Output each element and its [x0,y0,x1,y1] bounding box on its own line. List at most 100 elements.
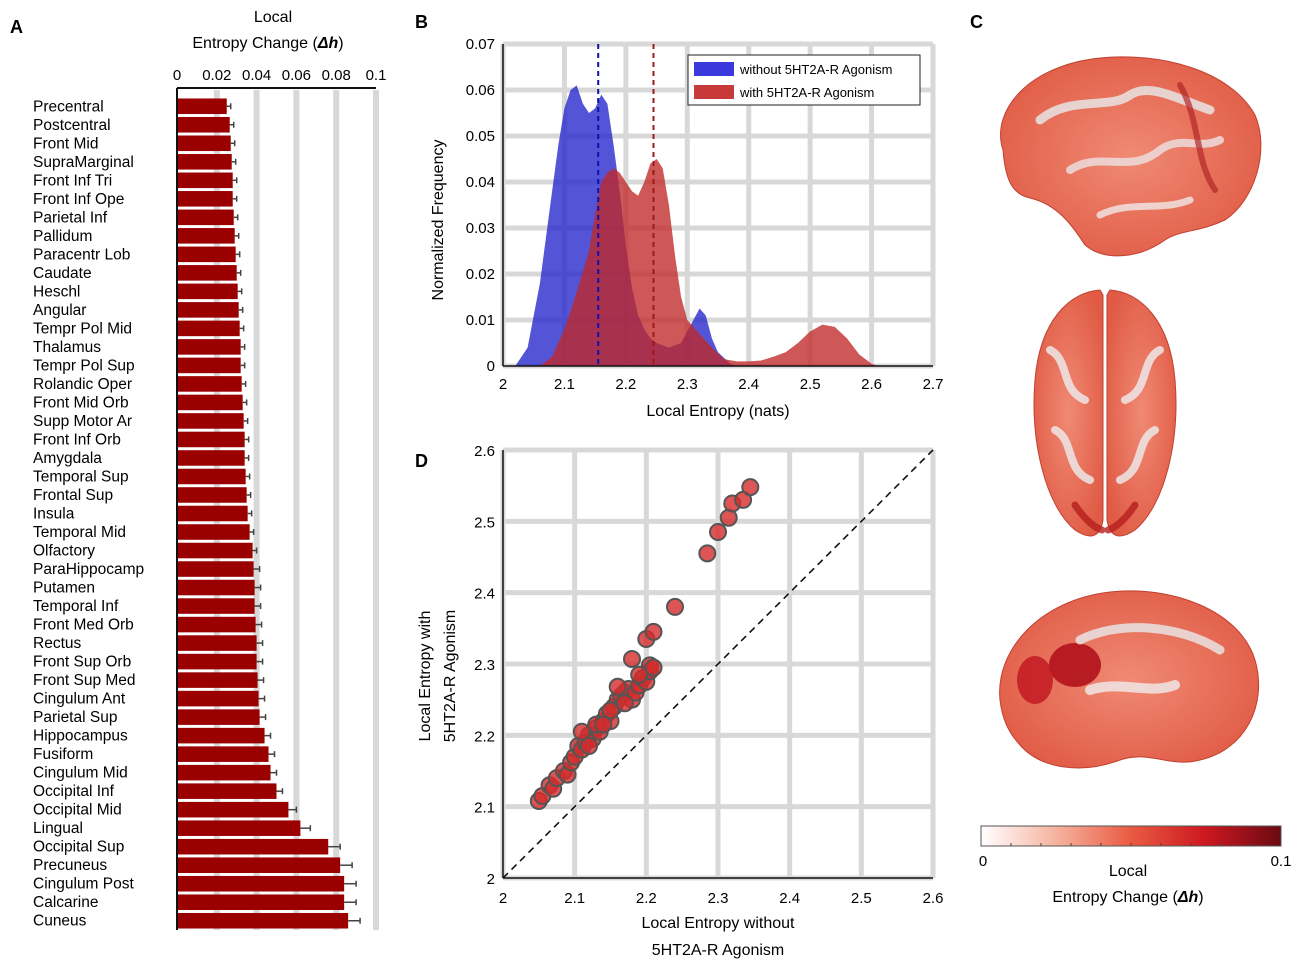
panel-label-b: B [415,12,428,32]
bar [177,579,255,596]
density-area-with [539,159,878,366]
region-label: Front Inf Orb [33,431,121,448]
identity-line [502,449,934,879]
panel-label-a: A [10,17,23,37]
bar [177,209,234,226]
scatter-point [580,737,598,755]
panel-a-title-line1: Local [254,9,292,26]
region-label: Parietal Sup [33,709,117,726]
region-label: Supp Motor Ar [33,413,132,430]
panel-a-x-tick-label: 0.06 [282,67,311,84]
panel-b-y-tick-label: 0.01 [466,312,495,329]
bar [177,616,256,633]
bar [177,857,341,873]
panel-label-d: D [415,451,428,471]
bar [177,116,230,133]
bar [177,320,240,337]
region-label: Cingulum Ant [33,691,126,708]
panel-b-y-tick-label: 0.04 [466,174,495,191]
bar [177,783,277,799]
bar [177,468,246,485]
bar [177,302,239,318]
panel-b-x-tick-label: 2.1 [554,376,575,393]
panel-b-x-label: Local Entropy (nats) [646,403,789,420]
bar [177,357,241,374]
colorbar-min-label: 0 [979,853,987,870]
panel-a-title-line2: Entropy Change (Δh) [192,35,343,52]
bar [177,690,259,707]
bar [177,561,254,577]
region-label: Temporal Sup [33,468,129,485]
legend-label-with: with 5HT2A-R Agonism [739,85,874,100]
region-label: Precuneus [33,857,107,874]
region-label: Pallidum [33,228,92,245]
legend-swatch-blue [694,62,734,76]
region-label: Front Med Orb [33,617,134,634]
panel-a-x-tick-label: 0.04 [242,67,271,84]
panel-c-brain-maps: 0 0.1 Local Entropy Change (Δh) [979,56,1291,906]
region-label: Occipital Inf [33,783,115,800]
scatter-point [644,622,663,641]
panel-b-x-tick-label: 2.3 [677,376,698,393]
region-label: Cuneus [33,913,87,930]
panel-b-x-tick-label: 2.2 [615,376,636,393]
region-label: Occipital Mid [33,802,122,819]
region-label: Caudate [33,265,92,282]
bar [177,672,258,688]
panel-b-legend: without 5HT2A-R Agonism with 5HT2A-R Ago… [687,54,921,106]
panel-d-y-tick-label: 2.1 [474,800,495,817]
panel-a-title-symbol: Δh [317,35,339,52]
medial-dark-cuneus [1017,656,1053,704]
panel-d-x-tick-label: 2.2 [636,890,657,907]
panel-d-y-tick-label: 2.2 [474,728,495,745]
density-area-without [515,85,737,367]
colorbar: 0 0.1 Local Entropy Change (Δh) [979,825,1291,906]
bar [177,653,257,670]
lateral-light-band-3 [1096,196,1194,219]
bar [177,487,247,503]
scatter-point [709,523,727,541]
panel-d-x-tick-label: 2.3 [708,890,729,907]
panel-label-c: C [970,12,983,32]
panel-d-scatter-chart: 2 2.1 2.2 2.3 2.4 2.5 2.6 2 2.1 2.2 2.3 2.4 2.5 2.6 L… [417,443,943,959]
panel-a-x-tick-label: 0.1 [366,67,387,84]
panel-b-y-tick-label: 0.06 [466,82,495,99]
bar [177,505,248,522]
bar [177,265,237,281]
scatter-point [601,701,620,720]
bar [177,746,269,762]
region-label: Front Inf Ope [33,191,124,208]
bar [177,875,345,892]
colorbar-label-line2: Entropy Change (Δh) [1052,889,1203,906]
legend-label-without: without 5HT2A-R Agonism [739,62,892,77]
panel-d-y-tick-label: 2.5 [474,514,495,531]
panel-b-x-tick-label: 2.6 [861,376,882,393]
region-label: Fusiform [33,746,93,763]
bar [177,135,231,152]
panel-d-x-tick-label: 2.4 [779,890,800,907]
panel-b-y-tick-label: 0.03 [466,220,495,237]
region-label: Temporal Mid [33,524,126,541]
panel-d-y-tick-label: 2 [487,871,495,888]
bar [177,246,236,263]
region-label: Front Inf Tri [33,172,112,189]
lateral-light-band-1 [1035,86,1215,125]
panel-a-x-tick-label: 0.08 [322,67,351,84]
brain-left-hemisphere [1033,289,1104,537]
panel-a-title-close: ) [338,35,343,52]
top-dark-occipital [1071,501,1139,534]
panel-b-y-tick-label: 0.02 [466,266,495,283]
bar [177,635,257,651]
scatter-point [572,722,591,741]
panel-d-y-tick-label: 2.3 [474,657,495,674]
panel-a-x-tick-label: 0 [173,67,181,84]
region-label: Thalamus [33,339,101,356]
scatter-point [594,715,613,734]
panel-d-x-label-line2: 5HT2A-R Agonism [652,942,785,959]
colorbar-label-line1: Local [1109,863,1147,880]
region-label: Putamen [33,580,95,597]
panel-d-x-label-line1: Local Entropy without [642,915,796,932]
legend-swatch-red [694,85,734,99]
panel-b-x-tick-label: 2.7 [923,376,944,393]
